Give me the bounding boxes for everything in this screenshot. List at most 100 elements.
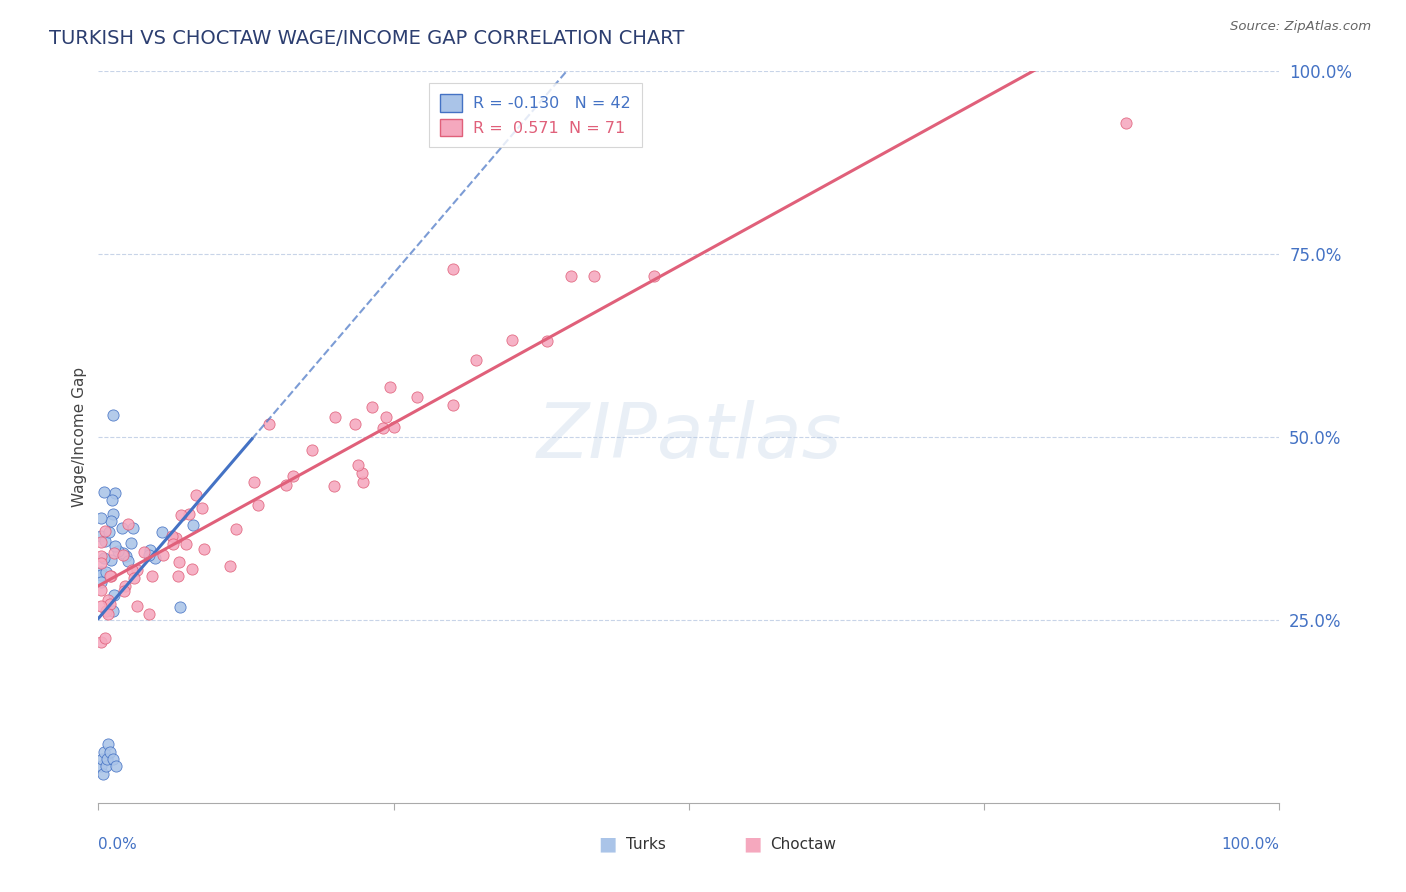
Point [243,475,266,489]
Point [219,558,242,573]
Point [170,508,193,523]
Point [323,409,346,424]
Point [98,745,121,759]
Point [94,533,117,548]
Point [101,752,124,766]
Point [583,269,606,284]
Point [117,517,139,532]
Point [101,493,124,508]
Point [122,521,145,535]
Point [643,269,665,284]
Point [111,546,134,560]
Point [107,544,129,558]
Point [94,566,117,580]
Point [501,333,523,347]
Point [138,542,160,557]
Point [150,525,173,540]
Point [114,579,136,593]
Point [100,514,122,528]
Point [160,529,183,543]
Point [97,607,120,622]
Point [138,607,160,621]
Point [181,517,204,532]
Point [465,353,488,368]
Point [162,536,184,550]
Point [93,745,115,759]
Text: ■: ■ [598,834,617,853]
Point [94,524,117,538]
Point [225,522,247,536]
Point [90,556,112,570]
Point [90,583,112,598]
Point [193,542,215,557]
Text: 100.0%: 100.0% [1222,838,1279,852]
Point [90,535,112,549]
Legend: R = -0.130   N = 42, R =  0.571  N = 71: R = -0.130 N = 42, R = 0.571 N = 71 [429,83,643,147]
Text: ■: ■ [742,834,762,853]
Text: Turks: Turks [626,838,665,852]
Point [1115,115,1137,129]
Point [374,409,396,424]
Point [117,554,139,568]
Point [301,443,323,458]
Point [283,468,305,483]
Point [103,507,125,521]
Point [97,593,120,607]
Point [247,498,270,512]
Point [91,766,114,780]
Point [105,759,128,773]
Point [103,546,125,560]
Text: Choctaw: Choctaw [770,838,837,852]
Point [94,604,117,618]
Point [101,408,124,422]
Point [536,334,558,348]
Point [111,521,134,535]
Point [94,759,117,773]
Point [169,555,191,569]
Point [560,269,582,284]
Point [259,417,281,432]
Point [350,466,373,480]
Point [96,752,118,766]
Point [100,553,122,567]
Point [90,635,112,649]
Point [121,564,143,578]
Point [191,500,214,515]
Point [97,524,120,539]
Point [323,478,346,492]
Point [90,529,112,543]
Point [90,549,112,563]
Point [141,568,163,582]
Text: TURKISH VS CHOCTAW WAGE/INCOME GAP CORRELATION CHART: TURKISH VS CHOCTAW WAGE/INCOME GAP CORRE… [49,29,685,47]
Point [101,604,124,618]
Point [344,417,367,431]
Point [361,400,384,414]
Point [114,549,136,563]
Point [111,548,134,562]
Point [406,390,429,404]
Point [174,537,197,551]
Point [441,261,464,276]
Point [90,511,112,525]
Point [104,486,127,500]
Point [152,548,174,562]
Point [179,507,201,521]
Point [382,419,405,434]
Point [143,551,166,566]
Point [180,562,202,576]
Y-axis label: Wage/Income Gap: Wage/Income Gap [72,367,87,508]
Point [112,584,135,599]
Point [90,566,112,580]
Point [378,379,401,393]
Point [94,632,117,646]
Point [98,598,121,612]
Point [97,737,120,751]
Point [90,759,112,773]
Point [90,575,112,590]
Point [90,599,112,613]
Point [165,532,187,546]
Point [120,536,142,550]
Point [138,548,160,562]
Point [90,567,112,582]
Point [274,477,297,491]
